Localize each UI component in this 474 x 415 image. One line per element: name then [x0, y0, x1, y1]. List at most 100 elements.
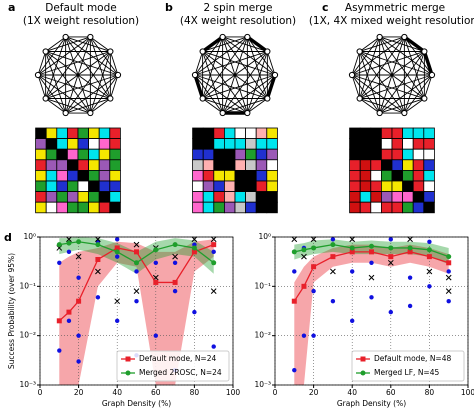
matrix-cell	[402, 180, 414, 193]
matrix-cell	[245, 180, 257, 193]
scatter-cross	[291, 236, 298, 243]
graph-edge	[194, 36, 224, 76]
matrix-cell	[423, 201, 435, 214]
y-tick-label: 10⁻²	[19, 331, 36, 340]
matrix-cell	[109, 148, 121, 161]
graph-edge	[65, 36, 111, 99]
matrix-cell	[109, 180, 121, 193]
graph-edge	[65, 74, 119, 114]
scatter-dot	[66, 249, 72, 255]
panel-label: a	[8, 1, 15, 14]
graph-edge	[194, 74, 248, 114]
graph-node	[62, 33, 69, 41]
scatter-dot	[115, 237, 120, 242]
marker	[426, 254, 432, 260]
matrix-cell	[359, 169, 372, 182]
matrix-cell	[192, 159, 204, 171]
matrix-cell	[45, 201, 58, 214]
matrix-cell	[255, 127, 268, 140]
matrix-cell	[45, 148, 58, 161]
graph-node	[428, 71, 436, 79]
matrix-cell	[359, 127, 372, 140]
graph-node	[244, 33, 251, 41]
matrix-cell	[234, 138, 247, 150]
graph-edge	[109, 74, 119, 99]
marker	[172, 242, 178, 248]
matrix-cell	[255, 169, 268, 182]
x-tick-label: 0	[38, 388, 43, 397]
graph-edge	[379, 36, 425, 99]
scatter-dot	[292, 269, 297, 274]
panel-subtitle: (1X, 4X mixed weight resolution)	[309, 15, 474, 27]
matrix-cell	[98, 159, 111, 171]
graph-edge	[194, 36, 248, 76]
scatter-cross	[172, 253, 178, 260]
matrix-cell	[109, 169, 121, 182]
matrix-cell	[45, 191, 58, 203]
matrix-cell	[67, 159, 79, 171]
scatter-dot	[388, 237, 393, 242]
graph-edge	[202, 51, 276, 76]
marker	[211, 242, 217, 248]
scatter-dot	[134, 298, 139, 304]
scatter-cross	[445, 274, 452, 281]
matrix-cell	[234, 169, 247, 182]
matrix-cell	[412, 148, 425, 161]
matrix-cell	[223, 159, 236, 171]
y-tick-label: 10⁰	[258, 232, 271, 241]
marker	[291, 298, 297, 304]
graph-edge	[403, 35, 426, 53]
x-axis-label: Graph Density (%)	[102, 399, 171, 408]
matrix-cell	[98, 169, 111, 182]
graph-edge	[351, 74, 405, 114]
graph-edge	[90, 98, 111, 114]
marker	[114, 249, 120, 255]
matrix-cell	[56, 191, 68, 203]
graph-edge	[351, 36, 405, 76]
scatter-dot	[172, 288, 178, 294]
graph-edge	[194, 51, 204, 76]
graph-edge	[202, 98, 223, 114]
matrix-cell	[245, 127, 257, 140]
matrix-cell	[202, 138, 215, 150]
x-tick-label: 20	[74, 388, 84, 397]
matrix-cell	[67, 148, 79, 161]
scatter-cross	[75, 253, 82, 260]
graph-edge	[65, 36, 91, 114]
scatter-dot	[311, 333, 316, 338]
matrix-cell	[266, 169, 278, 182]
legend-marker	[360, 370, 366, 376]
scatter-dot	[57, 348, 62, 353]
matrix-cell	[45, 127, 58, 140]
matrix-cell	[45, 138, 58, 150]
matrix-cell	[202, 148, 215, 161]
matrix-cell	[223, 201, 236, 214]
matrix-cell	[109, 159, 121, 171]
matrix-cell	[213, 127, 225, 140]
graph-node	[191, 71, 199, 79]
graph-edge	[202, 51, 248, 114]
scatter-dot	[57, 260, 62, 265]
matrix-cell	[359, 180, 372, 193]
scatter-dot	[76, 333, 81, 338]
graph-edge	[194, 74, 224, 114]
matrix-cell	[349, 169, 361, 182]
graph-edge	[379, 74, 433, 114]
matrix-cell	[35, 159, 47, 171]
matrix-cell	[402, 201, 414, 214]
matrix-cell	[98, 180, 111, 193]
matrix-cell	[412, 159, 425, 171]
graph-node	[244, 109, 251, 117]
scatter-dot	[407, 275, 413, 280]
matrix-cell	[88, 159, 100, 171]
graph-edge	[45, 51, 119, 76]
graph-edge	[359, 98, 380, 114]
matrix-cell	[402, 148, 414, 161]
graph-edge	[359, 36, 381, 99]
matrix-cell	[213, 169, 225, 182]
x-tick-label: 20	[309, 388, 319, 397]
marker	[446, 260, 452, 266]
scatter-cross	[310, 236, 317, 243]
graph-edge	[201, 35, 224, 53]
matrix-cell	[213, 159, 225, 171]
